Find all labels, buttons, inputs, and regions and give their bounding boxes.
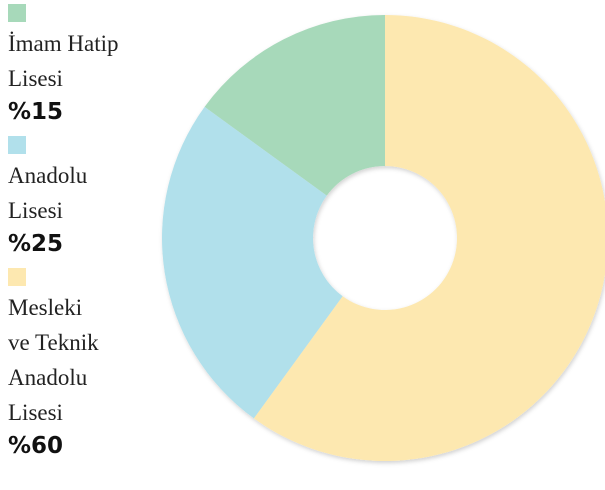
legend-label: Anadolu Lisesi — [8, 163, 88, 223]
legend-label: İmam Hatip Lisesi — [8, 31, 119, 91]
value-label: %25 — [8, 231, 64, 257]
legend-swatch — [8, 4, 26, 22]
legend-item: Mesleki ve Teknik Anadolu Lisesi %60 — [8, 268, 158, 462]
value-label: %15 — [8, 99, 64, 125]
slice — [204, 15, 385, 196]
legend-label: Mesleki ve Teknik Anadolu Lisesi — [8, 295, 99, 425]
value-label: %60 — [8, 433, 64, 459]
donut — [162, 15, 605, 461]
legend-item: İmam Hatip Lisesi %15 — [8, 4, 158, 128]
legend-swatch — [8, 268, 26, 286]
legend-item: Anadolu Lisesi %25 — [8, 136, 158, 260]
legend-swatch — [8, 136, 26, 154]
slice — [162, 106, 343, 419]
slice — [253, 15, 605, 461]
legend: İmam Hatip Lisesi %15 Anadolu Lisesi %25 Mes… — [8, 4, 158, 470]
